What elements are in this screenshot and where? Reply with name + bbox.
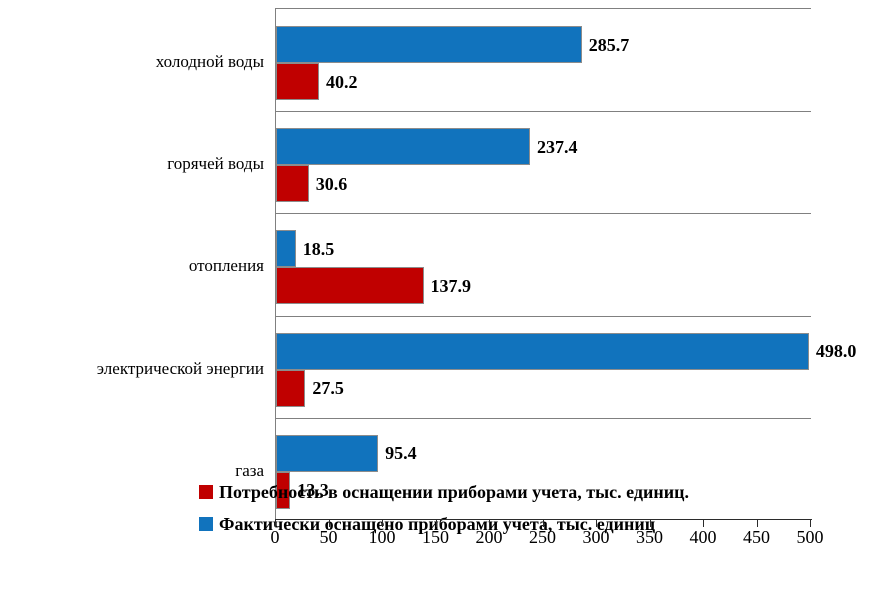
value-label-actual-4: 95.4: [385, 443, 417, 464]
x-axis-tick: [328, 519, 330, 527]
gridline: [276, 417, 811, 419]
gridline: [276, 213, 811, 215]
value-label-actual-1: 237.4: [537, 136, 578, 157]
value-label-actual-3: 498.0: [815, 341, 857, 362]
category-label-4: газа: [235, 460, 264, 480]
bar-actual-0: [276, 26, 582, 63]
x-axis-tick-label: 450: [743, 527, 770, 547]
x-axis-tick-label: 0: [270, 527, 280, 547]
x-axis-tick: [703, 519, 704, 527]
gridline: [276, 111, 811, 113]
x-axis-tick-label: 50: [319, 527, 338, 547]
bar-need-0: [276, 63, 319, 100]
x-axis-tick: [649, 519, 651, 527]
bar-actual-4: [276, 434, 379, 472]
x-axis-tick-label: 350: [636, 527, 663, 547]
value-label-actual-0: 285.7: [588, 34, 630, 55]
x-axis-tick: [489, 519, 490, 527]
x-axis-tick-label: 400: [689, 527, 717, 547]
value-label-need-0: 40.2: [326, 71, 358, 92]
bar-need-3: [276, 369, 306, 407]
value-label-need-2: 137.9: [430, 275, 472, 296]
category-label-0: холодной воды: [155, 52, 264, 71]
value-label-need-1: 30.6: [315, 173, 348, 194]
x-axis-tick-label: 500: [796, 527, 824, 547]
x-axis-tick-label: 150: [422, 527, 449, 547]
x-axis-tick: [756, 519, 758, 527]
bar-actual-3: [276, 332, 809, 370]
bar-need-1: [276, 165, 309, 203]
bar-need-2: [276, 267, 424, 305]
legend-swatch-actual-icon: [199, 517, 213, 531]
value-label-need-4: 13.3: [297, 480, 329, 501]
category-label-3: электрической энергии: [96, 358, 264, 378]
plot-area: 285.7 40.2 237.4 30.6 18.5 137.9 498.0 27.5 95.4…: [275, 8, 856, 520]
category-axis-labels: холодной воды горячей воды отопления электр…: [0, 8, 268, 519]
x-axis-tick-label: 250: [529, 527, 556, 547]
x-axis-tick-label: 300: [582, 527, 610, 547]
x-axis-tick: [542, 519, 544, 527]
bar-need-4: [276, 471, 291, 509]
gridline: [276, 315, 811, 317]
x-axis-tick-label: 200: [475, 527, 503, 547]
value-label-need-3: 27.5: [312, 378, 344, 399]
bar-actual-1: [276, 128, 531, 166]
x-axis-tick: [810, 519, 811, 527]
bar-actual-2: [276, 230, 296, 268]
x-axis-tick-label: 100: [368, 527, 396, 547]
value-label-actual-2: 18.5: [302, 238, 335, 259]
x-axis-tick: [275, 519, 276, 527]
category-label-1: горячей воды: [167, 154, 264, 174]
x-axis-tick: [596, 519, 597, 527]
x-axis-tick: [435, 519, 437, 527]
x-axis-tick: [382, 519, 383, 527]
category-label-2: отопления: [188, 256, 264, 276]
